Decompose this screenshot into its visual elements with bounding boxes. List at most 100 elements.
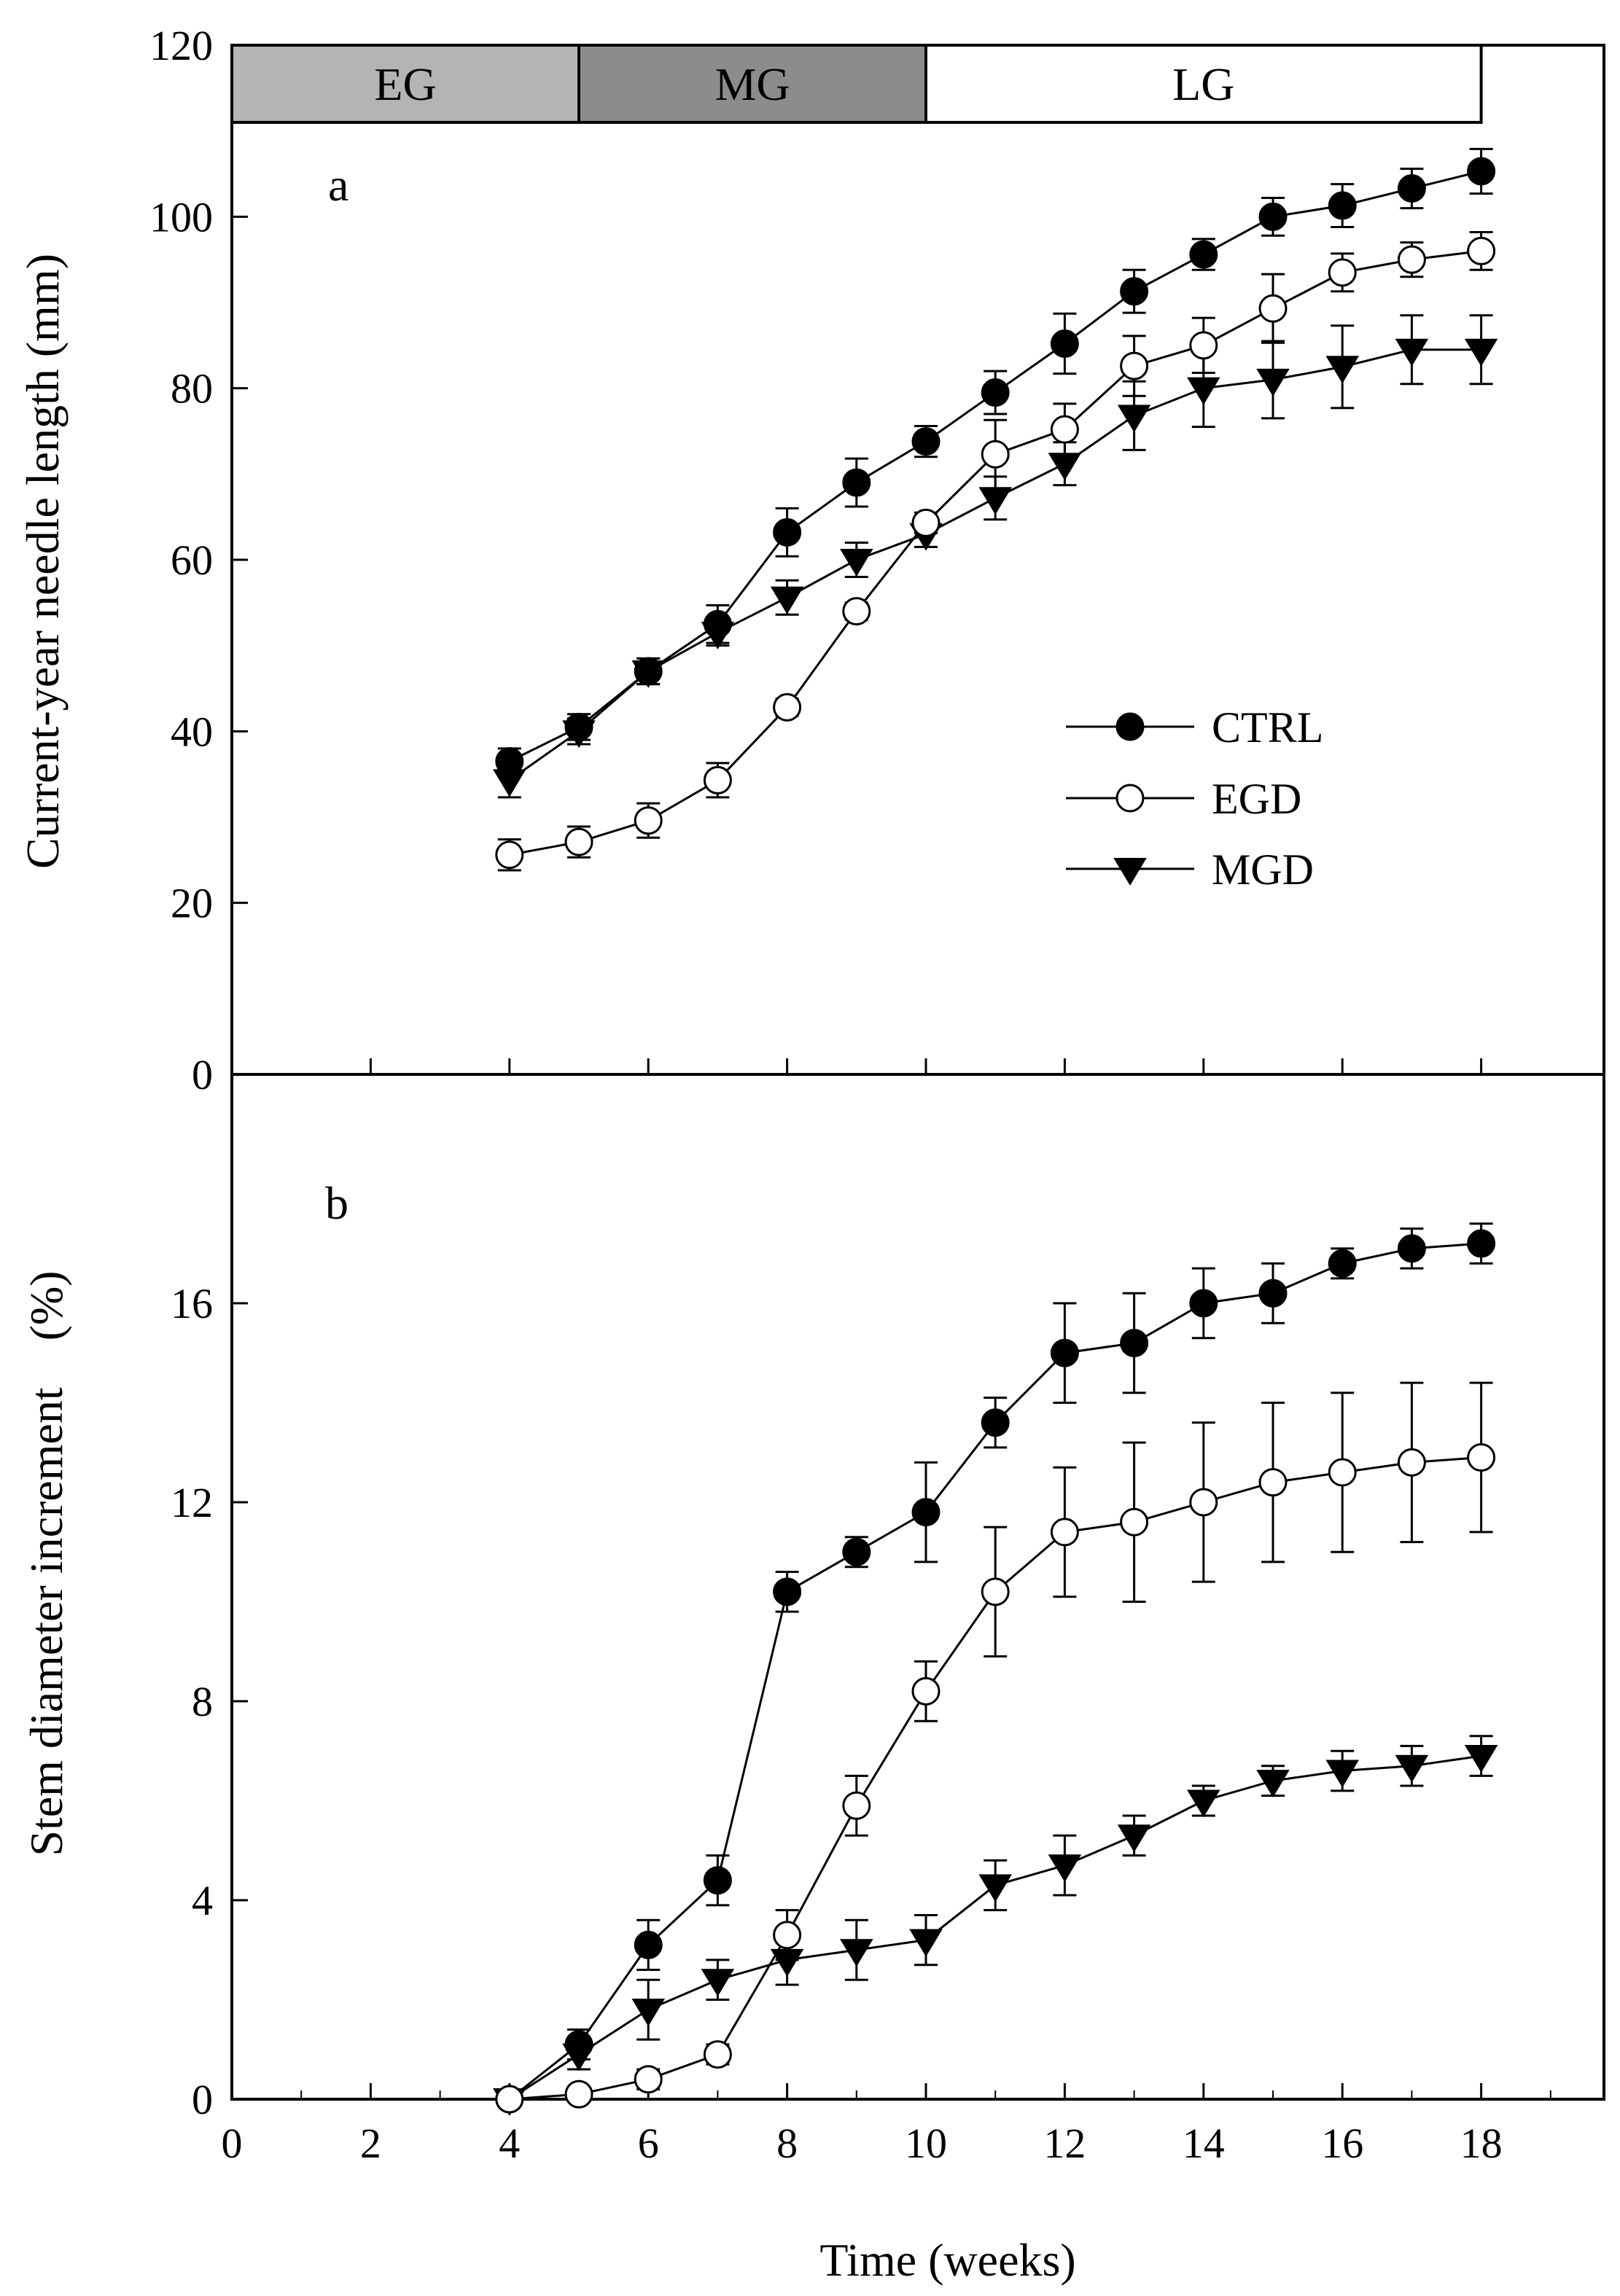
phase-box-mg	[577, 44, 927, 124]
data-point-ctrl	[564, 712, 593, 741]
data-point-egd	[703, 765, 732, 794]
data-point-ctrl	[1120, 277, 1149, 306]
y-axis-title-a: Current-year needle length (mm)	[17, 254, 69, 869]
x-tick-label: 14	[1183, 2120, 1225, 2167]
data-point-ctrl	[981, 1408, 1010, 1437]
data-point-egd	[1189, 331, 1218, 360]
data-point-mgd	[1048, 1854, 1082, 1883]
data-point-egd	[564, 827, 593, 856]
data-point-mgd	[978, 1874, 1012, 1902]
legend-marker-ctrl	[1115, 712, 1145, 741]
data-point-ctrl	[703, 609, 732, 639]
legend-marker-mgd	[1113, 858, 1147, 886]
data-point-egd	[773, 1921, 802, 1950]
data-point-ctrl	[1050, 1338, 1079, 1367]
y-tick-label-a: 80	[171, 365, 213, 413]
data-point-mgd	[1464, 1745, 1498, 1773]
x-axis-title: Time (weeks)	[819, 2234, 1075, 2286]
data-point-mgd	[1256, 1770, 1290, 1798]
data-point-mgd	[770, 1948, 804, 1977]
phase-label-eg: EG	[374, 58, 436, 110]
data-point-mgd	[840, 1939, 873, 1967]
data-point-ctrl	[1189, 240, 1218, 269]
tick-labels: 0 2 4 6 8 10 12 14 16 18 0 20 40 60 80 100 120 0 4 8 12 16	[149, 22, 1503, 2167]
legend-label-egd: EGD	[1212, 775, 1301, 823]
x-tick-label: 6	[638, 2120, 659, 2167]
series-line-egd-a	[509, 249, 1481, 856]
y-tick-label-b: 16	[171, 1280, 213, 1327]
data-point-ctrl	[1189, 1289, 1218, 1318]
y-tick-label-a: 100	[149, 193, 213, 241]
data-point-egd	[1328, 258, 1357, 287]
data-point-egd	[495, 840, 524, 870]
x-tick-label: 16	[1321, 2120, 1363, 2167]
data-point-egd	[634, 2065, 663, 2094]
data-point-egd	[1258, 1468, 1288, 1497]
axes-frame	[230, 44, 1605, 2101]
phase-label-mg: MG	[714, 58, 790, 110]
data-point-mgd	[770, 586, 804, 614]
y-tick-label-b: 12	[171, 1479, 213, 1526]
phase-label-lg: LG	[1172, 58, 1234, 110]
data-point-ctrl	[1328, 191, 1357, 220]
panel-b-letter: b	[325, 1177, 348, 1229]
data-point-ctrl	[1467, 157, 1496, 186]
x-tick-label: 18	[1460, 2120, 1503, 2167]
data-point-ctrl	[1258, 202, 1288, 231]
data-point-ctrl	[703, 1866, 732, 1895]
data-point-egd	[1397, 1448, 1426, 1477]
data-point-mgd	[1325, 356, 1359, 384]
x-tick-label: 4	[499, 2120, 520, 2167]
data-point-mgd	[1325, 1760, 1359, 1788]
data-point-egd	[1467, 236, 1496, 265]
data-point-mgd	[1187, 377, 1220, 405]
phase-box-eg	[230, 44, 580, 124]
data-point-egd	[1050, 1518, 1079, 1547]
y-tick-label-b: 8	[192, 1678, 213, 1725]
y-tick-label-a: 0	[192, 1051, 213, 1098]
data-point-ctrl	[773, 518, 802, 547]
y-axis-title-b: Stem diameter increment (%)	[20, 1270, 72, 1856]
data-point-mgd	[1048, 453, 1082, 481]
data-point-ctrl	[1467, 1229, 1496, 1258]
data-point-ctrl	[911, 1498, 941, 1527]
panel-a-letter: a	[328, 159, 348, 211]
data-point-mgd	[1117, 1824, 1151, 1853]
data-point-egd	[911, 1676, 941, 1706]
data-point-ctrl	[1120, 1329, 1149, 1358]
data-point-mgd	[701, 1969, 735, 1997]
data-point-egd	[773, 692, 802, 722]
x-tick-label: 12	[1043, 2120, 1086, 2167]
y-tick-label-b: 4	[192, 1877, 213, 1924]
data-point-ctrl	[564, 2030, 593, 2059]
data-point-egd	[1120, 351, 1149, 380]
data-point-mgd	[1395, 1754, 1429, 1783]
data-point-mgd	[840, 549, 873, 577]
data-point-mgd	[1187, 1789, 1220, 1818]
legend-label-ctrl: CTRL	[1212, 703, 1323, 751]
data-point-egd	[1467, 1443, 1496, 1472]
data-point-egd	[495, 2085, 524, 2114]
y-tick-label-a: 40	[171, 708, 213, 755]
x-tick-label: 2	[360, 2120, 381, 2167]
x-tick-label: 0	[222, 2120, 243, 2167]
x-tick-label: 10	[905, 2120, 947, 2167]
data-point-egd	[1258, 294, 1288, 323]
y-tick-label-b: 0	[192, 2076, 213, 2123]
data-point-egd	[1120, 1507, 1149, 1536]
phase-bar: EG MG LG	[230, 44, 1483, 124]
data-point-ctrl	[1397, 174, 1426, 203]
data-point-mgd	[1395, 338, 1429, 367]
data-point-ctrl	[495, 747, 524, 776]
data-point-ctrl	[634, 1930, 663, 1959]
y-tick-label-a: 20	[171, 880, 213, 927]
data-point-ctrl	[981, 378, 1010, 407]
x-tick-label: 8	[776, 2120, 798, 2167]
data-point-ctrl	[1397, 1234, 1426, 1263]
y-tick-label-a: 120	[149, 22, 213, 69]
data-point-ctrl	[634, 657, 663, 686]
data-point-egd	[1050, 415, 1079, 444]
data-point-ctrl	[773, 1577, 802, 1606]
legend: CTRL EGD MGD	[1066, 703, 1323, 894]
